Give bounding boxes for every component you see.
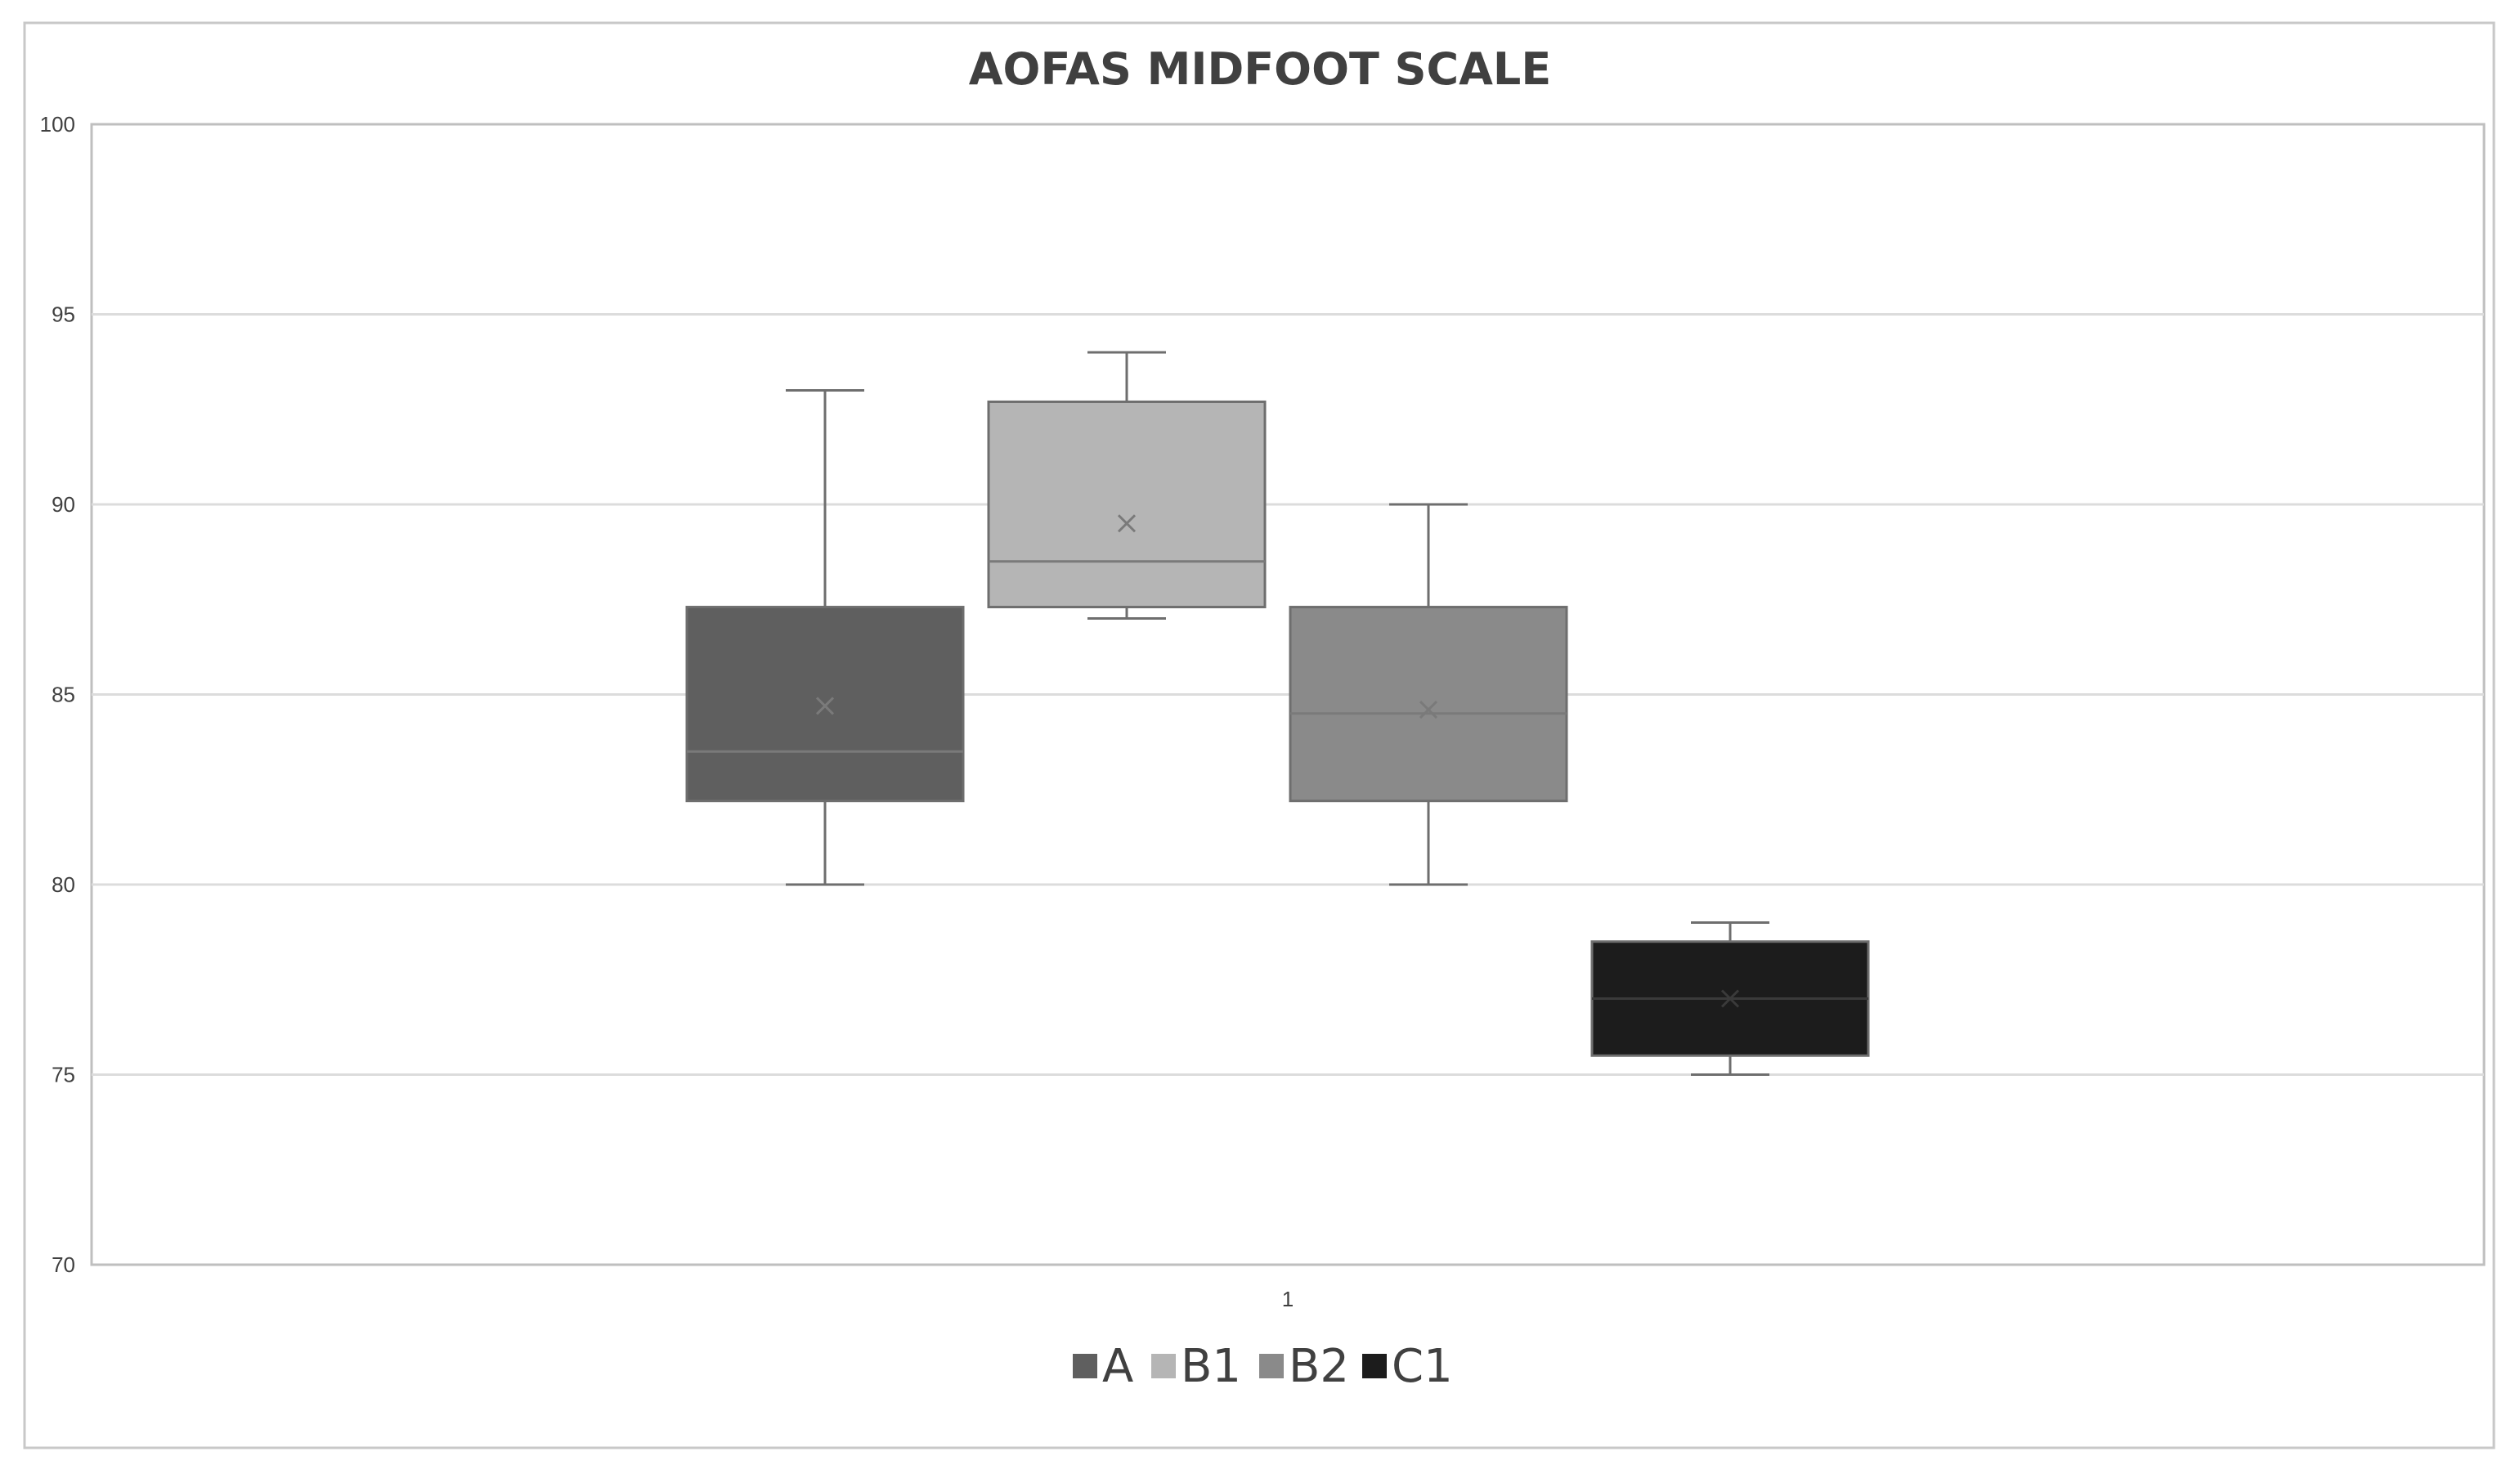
- chart-frame: [23, 21, 2495, 1449]
- chart-title: AOFAS MIDFOOT SCALE: [969, 43, 1551, 95]
- legend-label: B1: [1181, 1340, 1241, 1393]
- mean-marker: [815, 697, 835, 715]
- legend-item-b1: B1: [1151, 1340, 1241, 1393]
- mean-marker: [1419, 701, 1438, 719]
- legend-item-c1: C1: [1362, 1340, 1453, 1393]
- iqr-box: [685, 606, 965, 803]
- iqr-box: [1289, 606, 1568, 803]
- legend-swatch: [1362, 1354, 1387, 1378]
- y-tick-label: 70: [52, 1252, 75, 1277]
- legend-swatch: [1151, 1354, 1176, 1378]
- legend-label: A: [1102, 1340, 1133, 1393]
- box-c1: [1590, 921, 1870, 1076]
- box-b1: [987, 351, 1267, 620]
- y-tick-label: 75: [52, 1063, 75, 1087]
- y-tick-label: 100: [40, 112, 75, 137]
- y-axis-ticks: 70 75 80 85 90 95 100: [40, 112, 75, 1277]
- legend-swatch: [1073, 1354, 1097, 1378]
- iqr-box: [987, 400, 1267, 609]
- y-tick-label: 90: [52, 492, 75, 517]
- x-tick-label: 1: [1282, 1287, 1294, 1311]
- mean-marker: [1117, 514, 1137, 533]
- y-tick-label: 80: [52, 872, 75, 897]
- box-series: [685, 351, 1870, 1076]
- legend-label: C1: [1392, 1340, 1453, 1393]
- mean-marker: [1720, 989, 1740, 1008]
- legend: A B1 B2 C1: [1073, 1340, 1453, 1393]
- y-tick-label: 85: [52, 683, 75, 707]
- box-b2: [1289, 503, 1568, 886]
- y-tick-label: 95: [52, 302, 75, 327]
- legend-item-a: A: [1073, 1340, 1133, 1393]
- legend-swatch: [1259, 1354, 1284, 1378]
- legend-item-b2: B2: [1259, 1340, 1349, 1393]
- box-a: [685, 389, 965, 886]
- gridlines: [92, 313, 2484, 1076]
- legend-label: B2: [1289, 1340, 1349, 1393]
